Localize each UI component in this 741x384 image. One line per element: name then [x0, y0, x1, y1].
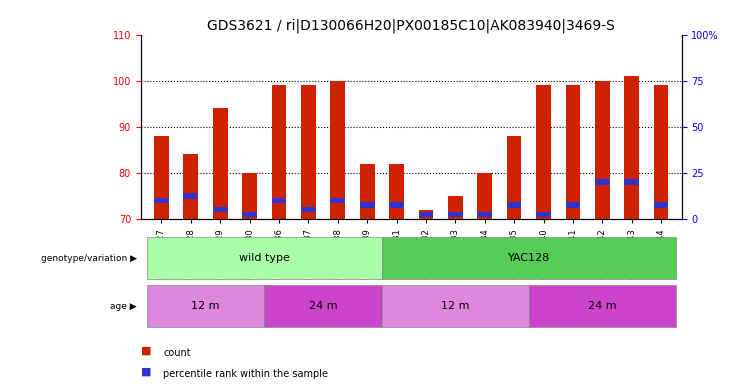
Bar — [389, 164, 404, 219]
Title: GDS3621 / ri|D130066H20|PX00185C10|AK083940|3469-S: GDS3621 / ri|D130066H20|PX00185C10|AK083… — [207, 18, 615, 33]
Bar — [625, 76, 639, 219]
Bar — [565, 202, 580, 208]
Bar — [147, 237, 382, 280]
Bar — [184, 154, 198, 219]
Text: ■: ■ — [141, 345, 151, 355]
Bar — [654, 85, 668, 219]
Text: 12 m: 12 m — [441, 301, 470, 311]
Bar — [477, 173, 492, 219]
Bar — [242, 212, 257, 217]
Bar — [330, 81, 345, 219]
Bar — [382, 237, 676, 280]
Bar — [419, 210, 433, 219]
Bar — [301, 207, 316, 212]
Text: age ▶: age ▶ — [110, 302, 137, 311]
Text: 24 m: 24 m — [309, 301, 337, 311]
Bar — [595, 81, 610, 219]
Bar — [154, 198, 169, 203]
Text: 24 m: 24 m — [588, 301, 617, 311]
Text: percentile rank within the sample: percentile rank within the sample — [163, 369, 328, 379]
Text: genotype/variation ▶: genotype/variation ▶ — [41, 254, 137, 263]
Bar — [536, 85, 551, 219]
Bar — [419, 212, 433, 217]
Bar — [360, 164, 374, 219]
Bar — [507, 136, 522, 219]
Bar — [301, 85, 316, 219]
Bar — [565, 85, 580, 219]
Bar — [536, 212, 551, 217]
Bar — [265, 285, 382, 328]
Bar — [507, 202, 522, 208]
Text: count: count — [163, 348, 190, 358]
Text: 12 m: 12 m — [191, 301, 220, 311]
Bar — [448, 212, 462, 217]
Bar — [242, 173, 257, 219]
Bar — [272, 85, 286, 219]
Bar — [654, 202, 668, 208]
Bar — [154, 136, 169, 219]
Text: ■: ■ — [141, 366, 151, 376]
Bar — [213, 207, 227, 212]
Text: YAC128: YAC128 — [508, 253, 550, 263]
Bar — [389, 202, 404, 208]
Bar — [382, 285, 529, 328]
Bar — [184, 193, 198, 199]
Bar — [330, 198, 345, 203]
Bar — [477, 212, 492, 217]
Bar — [625, 179, 639, 185]
Bar — [213, 108, 227, 219]
Bar — [147, 285, 265, 328]
Bar — [529, 285, 676, 328]
Bar — [272, 198, 286, 203]
Bar — [595, 179, 610, 185]
Bar — [448, 196, 462, 219]
Bar — [360, 202, 374, 208]
Text: wild type: wild type — [239, 253, 290, 263]
